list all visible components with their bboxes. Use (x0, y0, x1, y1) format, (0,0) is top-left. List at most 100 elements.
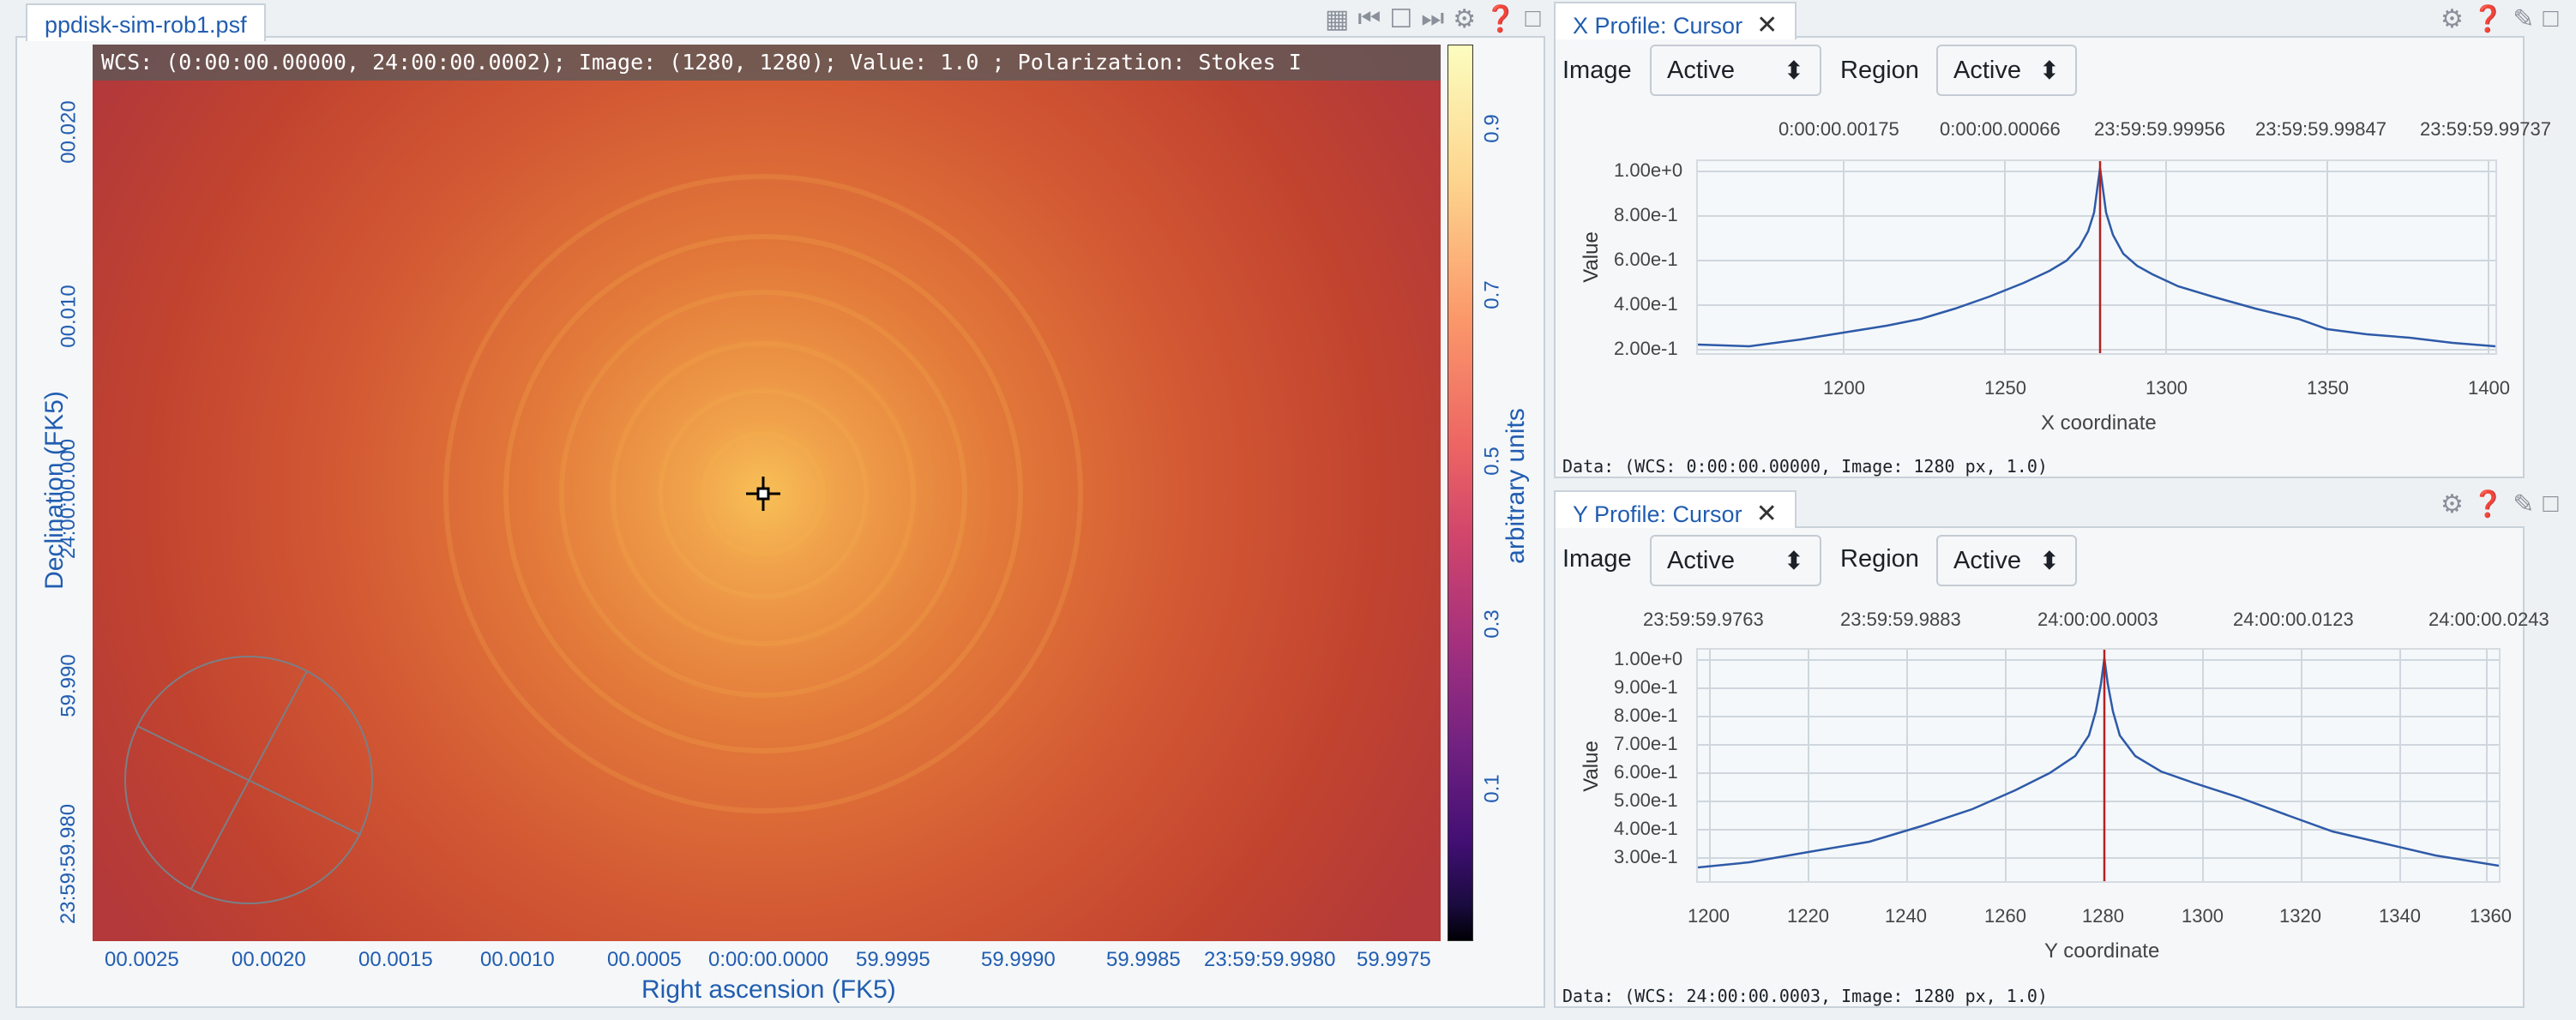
ra-tick: 00.0015 (358, 948, 433, 971)
first-frame-icon[interactable]: ⏮ (1357, 4, 1381, 33)
y-y-tick: 5.00e-1 (1614, 789, 1678, 811)
y-data-readout: Data: (WCS: 24:00:00.0003, Image: 1280 p… (1562, 986, 2048, 1006)
ra-tick: 00.0005 (607, 948, 682, 971)
y-y-tick: 1.00e+0 (1614, 648, 1683, 669)
y-region-select-value: Active (1953, 546, 2021, 574)
x-image-select-value: Active (1667, 56, 1735, 84)
ra-tick: 23:59:59.9980 (1204, 948, 1336, 971)
dec-tick: 23:59:59.980 (57, 803, 81, 925)
close-icon[interactable]: ✕ (1756, 11, 1779, 39)
x-profile-tab[interactable]: X Profile: Cursor ✕ (1554, 2, 1797, 39)
x-y-tick: 1.00e+0 (1614, 159, 1683, 181)
y-top-tick: 23:59:59.9763 (1643, 609, 1764, 630)
cursor-crosshair (746, 477, 780, 511)
x-y-tick: 6.00e-1 (1614, 249, 1678, 270)
x-region-select-value: Active (1953, 56, 2021, 84)
y-profile-line (1697, 657, 2500, 869)
y-y-tick: 4.00e-1 (1614, 818, 1678, 839)
ra-tick: 0:00:00.0000 (708, 948, 829, 971)
x-profile-line (1697, 167, 2496, 348)
x-profile-graph (1697, 161, 2496, 353)
colorbar-tick: 0.1 (1480, 774, 1504, 803)
ra-axis-title: Right ascension (FK5) (641, 975, 896, 1004)
y-y-tick: 9.00e-1 (1614, 676, 1678, 698)
square-icon[interactable]: ☐ (1389, 4, 1413, 33)
gear-icon[interactable]: ⚙ (2441, 4, 2464, 33)
help-icon[interactable]: ❓ (1484, 4, 1517, 33)
x-bottom-tick: 1250 (1984, 377, 2026, 399)
ra-tick: 59.9990 (981, 948, 1056, 971)
y-region-label: Region (1840, 545, 1919, 573)
help-icon[interactable]: ❓ (2471, 4, 2505, 33)
x-image-select[interactable]: Active ⬍ (1650, 45, 1821, 96)
x-profile-toolbar: ⚙ ❓ ✎ □ (2441, 3, 2559, 34)
cursor-status-bar: WCS: (0:00:00.00000, 24:00:00.0002); Ima… (93, 45, 1441, 81)
x-x-axis-title: X coordinate (2041, 411, 2157, 435)
y-bottom-tick: 1260 (1984, 905, 2026, 927)
dec-axis-title: Declination (FK5) (39, 391, 69, 590)
maximize-icon[interactable]: □ (1525, 4, 1541, 33)
colorbar-label: arbitrary units (1501, 408, 1530, 564)
x-data-readout: Data: (WCS: 0:00:00.00000, Image: 1280 p… (1562, 456, 2048, 477)
image-tab[interactable]: ppdisk-sim-rob1.psf (26, 3, 266, 41)
y-top-tick: 24:00:00.0003 (2037, 609, 2158, 630)
x-bottom-tick: 1300 (2146, 377, 2188, 399)
ra-tick: 00.0020 (232, 948, 306, 971)
ra-tick: 59.9975 (1357, 948, 1431, 971)
maximize-icon[interactable]: □ (2543, 489, 2559, 518)
y-x-axis-title: Y coordinate (2044, 939, 2160, 963)
x-region-select[interactable]: Active ⬍ (1936, 45, 2077, 96)
chevron-updown-icon: ⬍ (1783, 547, 1804, 575)
pin-icon[interactable]: ✎ (2513, 489, 2535, 519)
x-profile-plot[interactable] (1696, 159, 2497, 355)
colorbar-tick: 0.3 (1480, 609, 1504, 639)
x-bottom-tick: 1350 (2307, 377, 2349, 399)
gear-icon[interactable]: ⚙ (1453, 4, 1477, 33)
y-profile-graph (1697, 650, 2500, 881)
layout-icon[interactable]: ▦ (1325, 4, 1350, 33)
colorbar[interactable] (1447, 45, 1473, 941)
dec-tick: 00.020 (57, 100, 81, 164)
chevron-updown-icon: ⬍ (2038, 57, 2060, 85)
help-icon[interactable]: ❓ (2471, 489, 2505, 519)
x-bottom-tick: 1200 (1823, 377, 1865, 399)
image-canvas[interactable] (93, 45, 1441, 941)
y-y-axis-title: Value (1579, 741, 1603, 792)
y-top-tick: 24:00:00.0123 (2233, 609, 2354, 630)
x-top-tick: 0:00:00.00175 (1779, 118, 1899, 140)
ra-tick: 59.9985 (1106, 948, 1181, 971)
y-bottom-tick: 1320 (2279, 905, 2321, 927)
y-profile-tab[interactable]: Y Profile: Cursor ✕ (1554, 490, 1797, 528)
image-toolbar: ▦ ⏮ ☐ ⏭ ⚙ ❓ □ (1325, 3, 1541, 34)
x-top-tick: 23:59:59.99956 (2094, 118, 2225, 140)
y-bottom-tick: 1300 (2182, 905, 2224, 927)
y-y-tick: 7.00e-1 (1614, 733, 1678, 754)
dec-tick: 59.990 (57, 654, 81, 717)
x-top-tick: 23:59:59.99737 (2420, 118, 2551, 140)
image-tab-title: ppdisk-sim-rob1.psf (45, 12, 247, 38)
ra-tick: 59.9995 (856, 948, 930, 971)
x-top-tick: 0:00:00.00066 (1940, 118, 2061, 140)
x-profile-tab-title: X Profile: Cursor (1573, 13, 1743, 39)
next-frame-icon[interactable]: ⏭ (1421, 4, 1445, 33)
dec-tick: 00.010 (57, 285, 81, 348)
y-profile-toolbar: ⚙ ❓ ✎ □ (2441, 489, 2559, 519)
y-bottom-tick: 1240 (1885, 905, 1927, 927)
ra-tick: 00.0010 (480, 948, 555, 971)
close-icon[interactable]: ✕ (1755, 500, 1778, 528)
maximize-icon[interactable]: □ (2543, 4, 2559, 33)
colorbar-tick: 0.7 (1480, 280, 1504, 309)
y-image-select[interactable]: Active ⬍ (1650, 535, 1821, 586)
y-region-select[interactable]: Active ⬍ (1936, 535, 2077, 586)
chevron-updown-icon: ⬍ (2038, 547, 2060, 575)
x-region-label: Region (1840, 57, 1919, 84)
y-top-tick: 23:59:59.9883 (1840, 609, 1961, 630)
y-profile-plot[interactable] (1696, 648, 2501, 883)
gear-icon[interactable]: ⚙ (2441, 489, 2464, 519)
ra-tick: 00.0025 (105, 948, 179, 971)
y-image-select-value: Active (1667, 546, 1735, 574)
pin-icon[interactable]: ✎ (2513, 4, 2535, 33)
y-top-tick: 24:00:00.0243 (2429, 609, 2549, 630)
y-bottom-tick: 1200 (1688, 905, 1730, 927)
y-bottom-tick: 1340 (2379, 905, 2421, 927)
